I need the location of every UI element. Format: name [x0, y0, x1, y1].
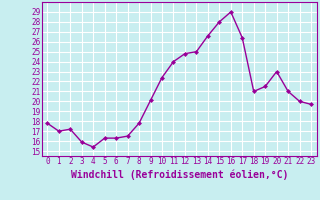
- X-axis label: Windchill (Refroidissement éolien,°C): Windchill (Refroidissement éolien,°C): [70, 169, 288, 180]
